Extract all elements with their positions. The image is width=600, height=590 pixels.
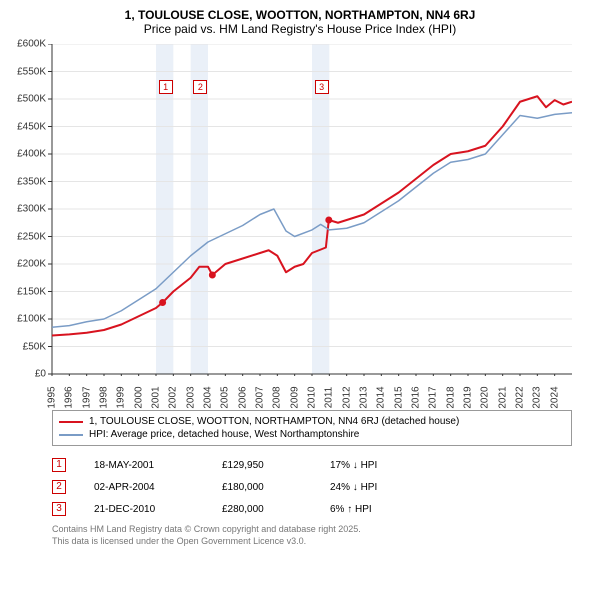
event-date: 02-APR-2004	[94, 482, 194, 493]
event-date: 18-MAY-2001	[94, 460, 194, 471]
x-tick-label: 1995	[47, 386, 58, 408]
event-date: 21-DEC-2010	[94, 504, 194, 515]
x-tick-label: 2023	[532, 386, 543, 408]
x-tick-label: 2005	[220, 386, 231, 408]
x-tick-label: 2009	[289, 386, 300, 408]
y-tick-label: £250K	[8, 231, 46, 242]
event-price: £129,950	[222, 460, 302, 471]
sale-marker	[325, 217, 332, 224]
y-tick-label: £200K	[8, 259, 46, 270]
event-price: £180,000	[222, 482, 302, 493]
y-tick-label: £350K	[8, 176, 46, 187]
x-tick-label: 2011	[324, 387, 335, 409]
y-tick-label: £0	[8, 369, 46, 380]
x-tick-label: 2004	[203, 386, 214, 408]
x-tick-label: 2021	[497, 386, 508, 408]
chart-area: £0 £50K £100K £150K £200K £250K £300K £350K £400…	[8, 44, 572, 404]
y-tick-label: £50K	[8, 341, 46, 352]
legend: 1, TOULOUSE CLOSE, WOOTTON, NORTHAMPTON,…	[52, 410, 572, 446]
x-tick-label: 2024	[549, 386, 560, 408]
chart-title-line2: Price paid vs. HM Land Registry's House …	[8, 22, 592, 36]
x-tick-label: 2014	[376, 386, 387, 408]
x-tick-label: 2001	[151, 386, 162, 408]
events-table: 1 18-MAY-2001 £129,950 17% ↓ HPI 2 02-APR-200…	[52, 454, 572, 520]
x-tick-label: 2019	[463, 386, 474, 408]
legend-swatch	[59, 421, 83, 423]
x-tick-label: 2000	[133, 386, 144, 408]
legend-item: HPI: Average price, detached house, West…	[59, 428, 565, 441]
legend-swatch	[59, 434, 83, 436]
event-index-box: 3	[52, 502, 66, 516]
x-tick-label: 1999	[116, 386, 127, 408]
legend-label: 1, TOULOUSE CLOSE, WOOTTON, NORTHAMPTON,…	[89, 416, 459, 427]
x-tick-label: 2013	[359, 386, 370, 408]
x-tick-label: 2020	[480, 386, 491, 408]
x-tick-label: 2006	[237, 386, 248, 408]
legend-label: HPI: Average price, detached house, West…	[89, 429, 359, 440]
y-tick-label: £450K	[8, 121, 46, 132]
x-tick-label: 2008	[272, 386, 283, 408]
event-index-box: 2	[52, 480, 66, 494]
x-tick-label: 2022	[515, 386, 526, 408]
y-tick-label: £100K	[8, 314, 46, 325]
x-tick-label: 2007	[255, 386, 266, 408]
x-tick-label: 2018	[445, 386, 456, 408]
event-marker-3: 3	[315, 80, 329, 94]
footer-line-2: This data is licensed under the Open Gov…	[52, 536, 572, 548]
x-tick-label: 2010	[307, 386, 318, 408]
x-tick-label: 2002	[168, 386, 179, 408]
sale-marker	[159, 299, 166, 306]
sale-marker	[209, 272, 216, 279]
x-tick-label: 2015	[393, 386, 404, 408]
y-tick-label: £500K	[8, 94, 46, 105]
x-tick-label: 2003	[185, 386, 196, 408]
x-tick-label: 1996	[64, 386, 75, 408]
legend-item: 1, TOULOUSE CLOSE, WOOTTON, NORTHAMPTON,…	[59, 415, 565, 428]
event-diff: 17% ↓ HPI	[330, 460, 430, 471]
event-row: 1 18-MAY-2001 £129,950 17% ↓ HPI	[52, 454, 572, 476]
x-tick-label: 1998	[99, 386, 110, 408]
footer-attribution: Contains HM Land Registry data © Crown c…	[52, 524, 572, 547]
event-price: £280,000	[222, 504, 302, 515]
x-tick-label: 1997	[81, 386, 92, 408]
y-tick-label: £550K	[8, 66, 46, 77]
event-marker-2: 2	[193, 80, 207, 94]
x-tick-label: 2017	[428, 386, 439, 408]
x-tick-label: 2012	[341, 386, 352, 408]
y-tick-label: £300K	[8, 204, 46, 215]
chart-title-line1: 1, TOULOUSE CLOSE, WOOTTON, NORTHAMPTON,…	[8, 8, 592, 22]
footer-line-1: Contains HM Land Registry data © Crown c…	[52, 524, 572, 536]
event-diff: 6% ↑ HPI	[330, 504, 430, 515]
event-marker-1: 1	[159, 80, 173, 94]
event-row: 2 02-APR-2004 £180,000 24% ↓ HPI	[52, 476, 572, 498]
event-index-box: 1	[52, 458, 66, 472]
y-tick-label: £150K	[8, 286, 46, 297]
event-row: 3 21-DEC-2010 £280,000 6% ↑ HPI	[52, 498, 572, 520]
y-tick-label: £400K	[8, 149, 46, 160]
event-diff: 24% ↓ HPI	[330, 482, 430, 493]
x-tick-label: 2016	[411, 386, 422, 408]
y-tick-label: £600K	[8, 39, 46, 50]
